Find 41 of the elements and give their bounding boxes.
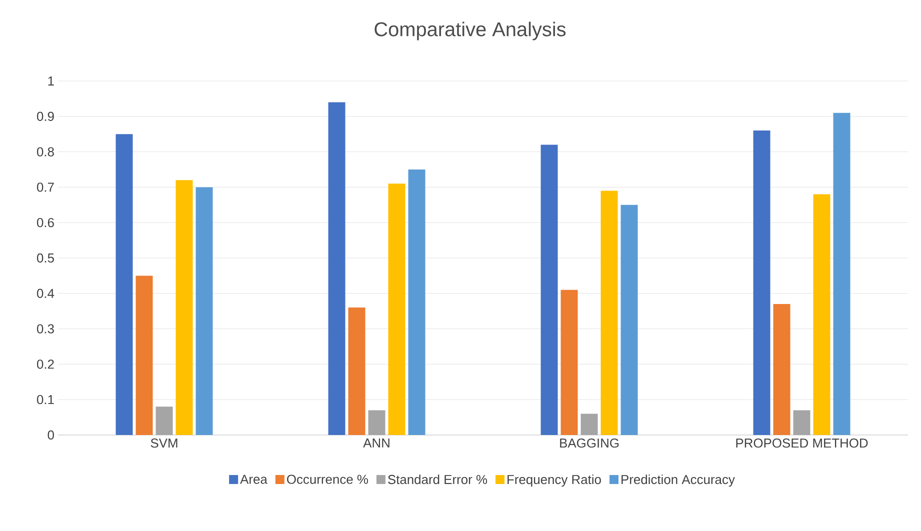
legend-label: Frequency Ratio bbox=[508, 474, 601, 487]
y-tick-label: 0.3 bbox=[36, 324, 54, 334]
legend-label: Occurrence % bbox=[287, 474, 368, 484]
bar bbox=[196, 187, 213, 435]
chart-title: Comparative Analysis bbox=[374, 22, 566, 40]
y-tick-label: 0.4 bbox=[36, 288, 54, 298]
bar bbox=[580, 414, 598, 435]
y-tick-label: 0.5 bbox=[36, 253, 54, 263]
bar bbox=[560, 290, 578, 435]
bar bbox=[408, 169, 426, 435]
legend-label: Prediction Accuracy bbox=[622, 474, 735, 487]
bar bbox=[773, 304, 790, 435]
y-tick-label: 1 bbox=[48, 76, 54, 86]
bar bbox=[136, 276, 153, 435]
bar bbox=[620, 204, 638, 435]
legend-label: Standard Error % bbox=[388, 474, 488, 484]
y-tick-label: 0.1 bbox=[36, 395, 54, 404]
y-tick-label: 0.7 bbox=[36, 182, 54, 192]
x-tick-label: ANN bbox=[363, 438, 390, 448]
bar bbox=[156, 406, 173, 435]
x-tick-label: PROPOSED METHOD bbox=[736, 438, 868, 448]
bar bbox=[368, 410, 386, 435]
bar bbox=[328, 102, 346, 435]
x-tick-label: SVM bbox=[150, 438, 178, 448]
bar bbox=[753, 130, 770, 435]
legend-label: Area bbox=[240, 474, 268, 484]
bar bbox=[176, 180, 193, 435]
bar bbox=[388, 184, 406, 435]
y-tick-label: 0.2 bbox=[36, 360, 54, 369]
y-tick-label: 0.6 bbox=[36, 218, 54, 228]
bar bbox=[793, 410, 810, 435]
bar bbox=[348, 308, 366, 435]
bar bbox=[600, 190, 618, 435]
y-tick-label: 0.9 bbox=[36, 112, 54, 121]
x-tick-label: BAGGING bbox=[560, 438, 619, 448]
bar bbox=[833, 112, 850, 435]
bar bbox=[813, 194, 830, 435]
bar bbox=[116, 134, 133, 435]
y-tick-label: 0 bbox=[48, 430, 54, 440]
y-tick-label: 0.8 bbox=[36, 147, 54, 156]
bar bbox=[540, 144, 558, 435]
